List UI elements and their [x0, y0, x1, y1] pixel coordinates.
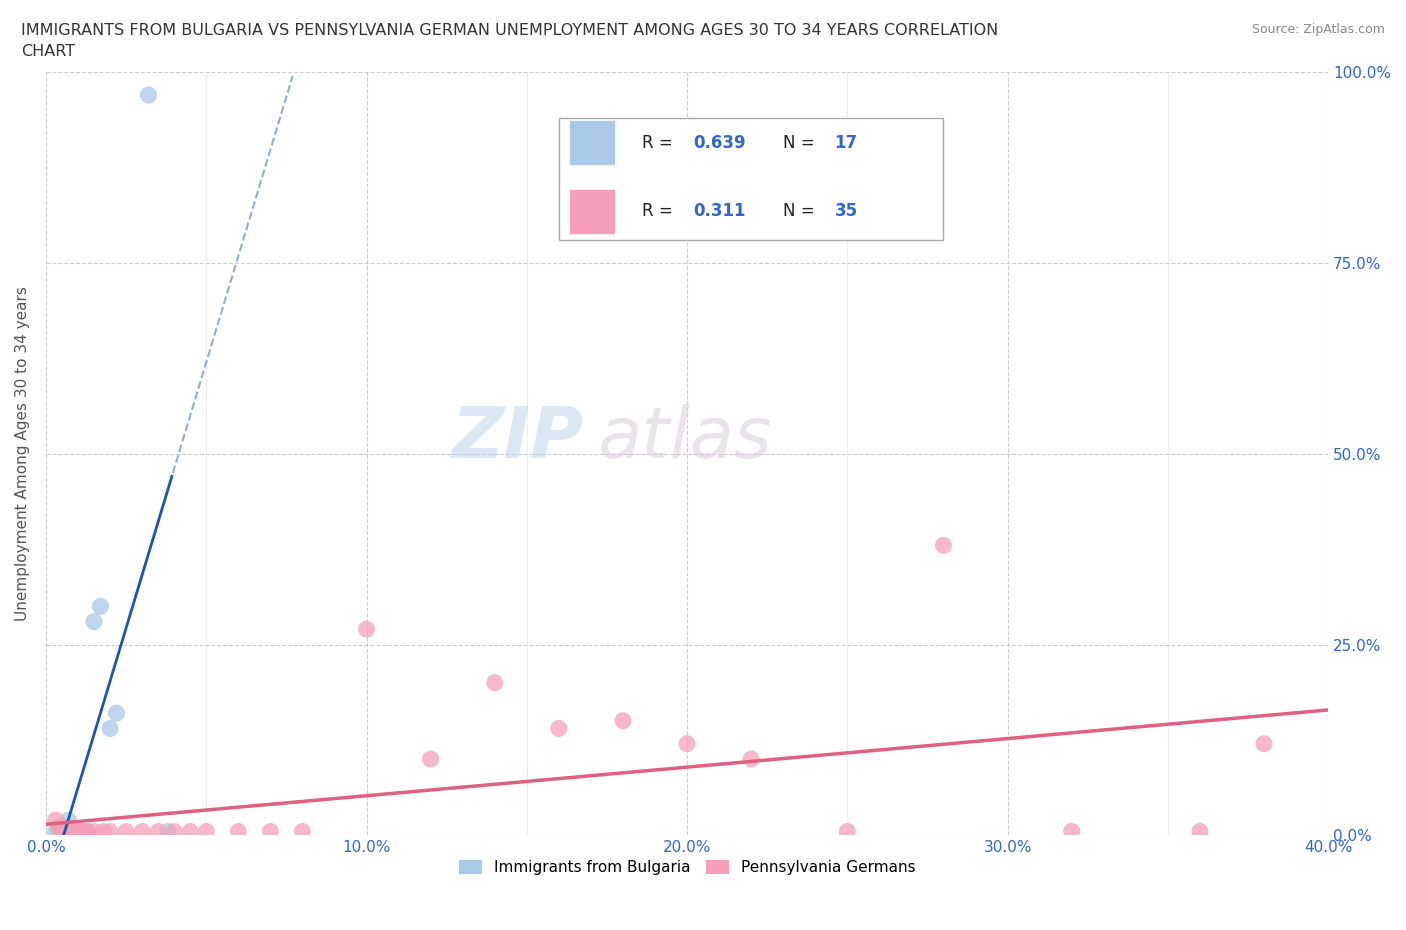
Point: [58, 824, 80, 839]
FancyBboxPatch shape: [569, 120, 614, 166]
Point: [70, 824, 93, 839]
Point: [73, 824, 96, 839]
Point: [1060, 824, 1083, 839]
Point: [291, 824, 314, 839]
Text: IMMIGRANTS FROM BULGARIA VS PENNSYLVANIA GERMAN UNEMPLOYMENT AMONG AGES 30 TO 34: IMMIGRANTS FROM BULGARIA VS PENNSYLVANIA…: [21, 23, 998, 38]
Text: 35: 35: [835, 202, 858, 220]
FancyBboxPatch shape: [558, 118, 943, 240]
Point: [115, 824, 138, 839]
FancyBboxPatch shape: [569, 189, 614, 234]
Point: [932, 538, 955, 552]
Text: N =: N =: [783, 202, 815, 220]
Point: [419, 751, 441, 766]
Point: [70, 824, 93, 839]
Point: [484, 675, 506, 690]
Text: ZIP: ZIP: [453, 404, 585, 473]
Point: [66, 824, 89, 839]
Point: [60, 824, 83, 839]
Point: [146, 824, 169, 839]
Text: 17: 17: [835, 134, 858, 153]
Point: [1188, 824, 1211, 839]
Point: [740, 751, 762, 766]
Text: Source: ZipAtlas.com: Source: ZipAtlas.com: [1251, 23, 1385, 36]
Point: [66, 824, 89, 839]
Point: [45, 813, 67, 828]
Point: [83, 824, 105, 839]
Text: R =: R =: [643, 202, 673, 220]
Point: [73, 824, 96, 839]
Point: [612, 713, 634, 728]
Point: [98, 824, 121, 839]
Point: [63, 824, 86, 839]
Point: [53, 824, 76, 839]
Point: [131, 824, 153, 839]
Text: CHART: CHART: [21, 44, 75, 59]
Point: [76, 824, 98, 839]
Point: [1253, 737, 1275, 751]
Point: [53, 820, 76, 835]
Point: [837, 824, 859, 839]
Point: [51, 824, 73, 839]
Point: [105, 706, 128, 721]
Point: [89, 599, 111, 614]
Point: [356, 622, 378, 637]
Point: [45, 824, 67, 839]
Point: [48, 820, 70, 835]
Text: N =: N =: [783, 134, 815, 153]
Legend: Immigrants from Bulgaria, Pennsylvania Germans: Immigrants from Bulgaria, Pennsylvania G…: [453, 854, 921, 881]
Point: [676, 737, 699, 751]
Point: [226, 824, 249, 839]
Point: [60, 824, 83, 839]
Point: [76, 824, 98, 839]
Point: [98, 721, 121, 736]
Text: atlas: atlas: [598, 404, 772, 473]
Point: [63, 824, 86, 839]
Point: [163, 824, 186, 839]
Point: [259, 824, 281, 839]
Point: [195, 824, 218, 839]
Point: [138, 87, 160, 102]
Point: [51, 824, 73, 839]
Point: [179, 824, 201, 839]
Text: R =: R =: [643, 134, 673, 153]
Point: [48, 820, 70, 835]
Point: [58, 813, 80, 828]
Point: [93, 824, 115, 839]
Text: 0.639: 0.639: [693, 134, 747, 153]
Text: 0.311: 0.311: [693, 202, 747, 220]
Point: [83, 614, 105, 629]
Point: [156, 824, 179, 839]
Point: [547, 721, 569, 736]
Y-axis label: Unemployment Among Ages 30 to 34 years: Unemployment Among Ages 30 to 34 years: [15, 286, 30, 621]
